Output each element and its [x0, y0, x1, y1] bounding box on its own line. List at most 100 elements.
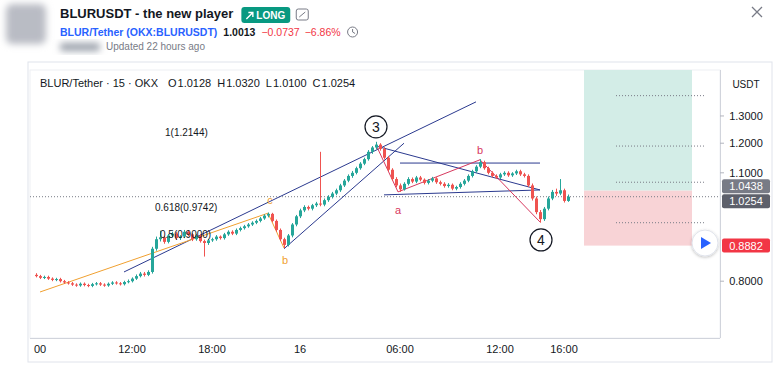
- candle-wick: [372, 146, 373, 154]
- candle-wick: [152, 247, 153, 274]
- candle-wick: [124, 281, 125, 286]
- candle-body: [379, 145, 382, 149]
- candle-wick: [296, 215, 297, 226]
- updated-time: Updated 22 hours ago: [106, 41, 205, 52]
- candle-wick: [132, 277, 133, 282]
- candle-body: [351, 173, 354, 176]
- candle-body: [207, 240, 210, 243]
- candle-body: [395, 179, 398, 185]
- candle-wick: [332, 192, 333, 199]
- candle-body: [135, 276, 138, 279]
- candle-wick: [244, 225, 245, 230]
- share-icon-line: [299, 12, 305, 17]
- price-label: 0.8882: [729, 240, 763, 252]
- candle-body: [431, 178, 434, 180]
- candle-body: [515, 171, 518, 173]
- candle-wick: [336, 189, 337, 196]
- candle-body: [259, 218, 262, 220]
- candle-wick: [464, 179, 465, 185]
- target-level: [616, 222, 704, 223]
- y-tick-label: 0.8000: [729, 275, 763, 287]
- y-tick-label: 1.1000: [729, 167, 763, 179]
- wave-label: c: [267, 194, 273, 206]
- candle-wick: [112, 281, 113, 285]
- wave-label: b: [282, 254, 288, 266]
- background: [0, 0, 775, 366]
- candle-body: [283, 239, 286, 245]
- play-button[interactable]: [692, 230, 718, 256]
- candle-wick: [292, 223, 293, 237]
- candle-body: [507, 173, 510, 175]
- candle-wick: [228, 230, 229, 236]
- time-label: 16: [294, 343, 306, 355]
- fib-label: 0.618(0.9742): [155, 202, 217, 213]
- candle-wick: [524, 173, 525, 178]
- candle-wick: [268, 212, 269, 217]
- candle-wick: [460, 182, 461, 188]
- candle-wick: [492, 171, 493, 177]
- candle-wick: [40, 275, 41, 279]
- target-level: [616, 146, 704, 147]
- candle-body: [443, 184, 446, 186]
- candle-wick: [100, 282, 101, 286]
- candle-wick: [440, 181, 441, 186]
- candle-body: [223, 234, 226, 238]
- candle-body: [307, 207, 310, 209]
- candle-wick: [448, 183, 449, 187]
- candle-body: [559, 190, 562, 193]
- candle-body: [539, 212, 542, 219]
- candle-wick: [104, 283, 105, 286]
- clock-hand: [353, 29, 356, 34]
- candle-wick: [344, 179, 345, 187]
- candle-wick: [48, 276, 49, 280]
- candle-wick: [424, 178, 425, 184]
- candle-body: [203, 241, 206, 243]
- candle-body: [115, 282, 118, 283]
- close-button[interactable]: [752, 7, 762, 17]
- candle-wick: [240, 227, 241, 232]
- idea-title: BLURUSDT - the new player: [60, 6, 233, 21]
- trend-drawing: [284, 143, 404, 249]
- candle-body: [83, 284, 86, 285]
- candle-body: [123, 282, 126, 284]
- candle-body: [139, 274, 142, 277]
- candle-body: [511, 173, 514, 175]
- candle-wick: [544, 207, 545, 221]
- candle-wick: [528, 174, 529, 187]
- candle-body: [319, 204, 322, 205]
- candle-wick: [488, 167, 489, 175]
- candle-body: [299, 210, 302, 216]
- candle-body: [487, 168, 490, 173]
- candle-body: [35, 275, 38, 276]
- candle-wick: [444, 182, 445, 187]
- candle-wick: [404, 182, 405, 190]
- candle-body: [239, 228, 242, 230]
- play-icon: [701, 237, 711, 249]
- candle-body: [363, 159, 366, 163]
- candle-wick: [352, 171, 353, 178]
- chart-panel: [28, 62, 772, 362]
- candle-wick: [308, 206, 309, 211]
- symbol-link[interactable]: BLUR/Tether (OKX:BLURUSDT): [60, 26, 217, 38]
- candle-wick: [388, 156, 389, 172]
- candle-body: [71, 283, 74, 284]
- candle-wick: [92, 283, 93, 287]
- candle-wick: [260, 217, 261, 222]
- candle-body: [87, 285, 90, 286]
- candle-body: [551, 192, 554, 199]
- candle-wick: [232, 230, 233, 235]
- candle-body: [419, 177, 422, 179]
- page: BLURUSDT - the new playerLONGBLUR/Tether…: [0, 0, 775, 366]
- candle-body: [287, 235, 290, 244]
- candle-body: [411, 179, 414, 182]
- candle-body: [63, 281, 66, 282]
- badge-arrow: [246, 13, 253, 20]
- candle-body: [355, 168, 358, 173]
- time-label: 16:00: [550, 343, 578, 355]
- candle-wick: [148, 270, 149, 276]
- y-tick: [720, 281, 724, 282]
- candle-body: [391, 170, 394, 179]
- time-label: 06:00: [386, 343, 414, 355]
- candle-body: [451, 185, 454, 189]
- candle-body: [531, 185, 534, 198]
